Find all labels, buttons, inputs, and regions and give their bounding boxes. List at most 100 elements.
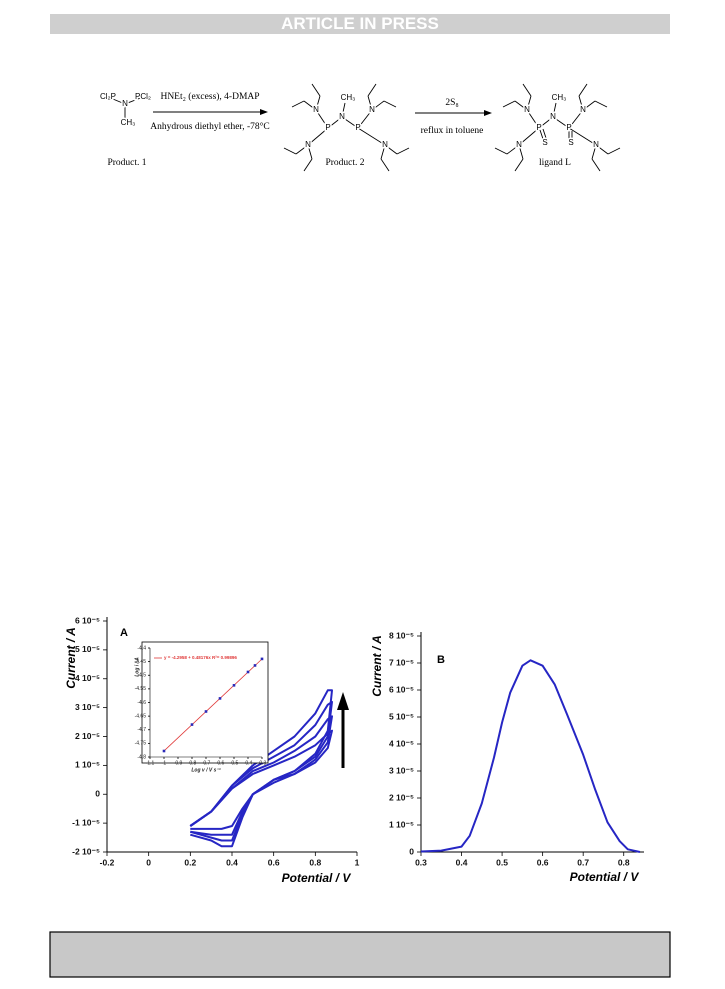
fit-line xyxy=(163,658,263,752)
bond xyxy=(371,100,385,111)
bond xyxy=(552,116,570,129)
chart: -0.2 0 0.2 0.4 0.6 0.8 1 -2 10⁻⁵ -1 10⁻⁵ 0 1 10⁻⁵ 2… xyxy=(64,615,359,885)
x-tick-label: -1 xyxy=(162,760,167,766)
x-tick-label: 0.2 xyxy=(184,857,196,867)
bond xyxy=(578,83,588,97)
bond xyxy=(311,83,321,97)
bond xyxy=(506,144,520,155)
reaction-scheme: HNEt₂ (excess), 4-DMAP Anhydrous diethyl… xyxy=(107,91,571,168)
atom-label: N xyxy=(339,112,345,121)
y-tick-label: 0 xyxy=(409,846,414,856)
x-tick-label: -0.2 xyxy=(100,857,115,867)
condition: reflux in toluene xyxy=(421,125,484,136)
bond xyxy=(384,144,398,155)
y-tick-label: 5 10⁻⁵ xyxy=(75,644,100,654)
bond xyxy=(383,100,397,108)
data-point xyxy=(232,684,236,687)
y-tick-label: -4.4 xyxy=(137,645,146,651)
bond xyxy=(568,127,597,146)
chart: 0.3 0.4 0.5 0.6 0.7 0.8 0 1 10⁻⁵ 2 10⁻⁵ 3 10⁻⁵ 4 1… xyxy=(370,630,644,884)
y-tick-label: 4 10⁻⁵ xyxy=(389,738,414,748)
atom-label: N xyxy=(369,105,375,114)
atom-label: N xyxy=(593,140,599,149)
y-tick-label: -1 10⁻⁵ xyxy=(72,817,100,827)
arrow-indicator xyxy=(337,692,349,768)
atom-label: N xyxy=(313,105,319,114)
data-point xyxy=(260,657,264,661)
atom-label: PCl₂ xyxy=(135,92,151,101)
y-tick-label: 1 10⁻⁵ xyxy=(75,760,100,770)
atom-label: P xyxy=(325,123,330,132)
x-tick-label: 0.5 xyxy=(496,857,508,867)
data-line xyxy=(189,729,333,830)
arrow-head xyxy=(337,692,349,710)
bond xyxy=(582,100,596,111)
y-axis-title: Current / A xyxy=(64,627,78,689)
data-point xyxy=(246,670,250,674)
x-tick-label: -0.7 xyxy=(202,760,211,766)
x-tick-label: 0.6 xyxy=(537,857,549,867)
y-tick-label: 0 xyxy=(95,789,100,799)
y-tick-label: 2 10⁻⁵ xyxy=(75,731,100,741)
bond xyxy=(327,116,343,129)
x-tick-label: 0.6 xyxy=(268,857,280,867)
bond xyxy=(494,147,508,155)
bond xyxy=(591,158,601,172)
y-tick-label: 3 10⁻⁵ xyxy=(389,765,414,775)
atom-label: CH₃ xyxy=(121,118,136,127)
data-point xyxy=(253,664,257,667)
atom-label: S xyxy=(542,138,547,147)
y-tick-label: -4.45 xyxy=(135,659,147,665)
y-tick-label: -4.8 xyxy=(137,754,146,760)
y-tick-label: -4.55 xyxy=(135,686,147,692)
bond xyxy=(295,144,309,155)
bond xyxy=(552,102,557,118)
bond xyxy=(594,100,608,108)
x-tick-label: 0 xyxy=(146,857,151,867)
atom-label: P xyxy=(355,123,360,132)
atom-label: CH₃ xyxy=(552,93,567,102)
y-tick-label: 5 10⁻⁵ xyxy=(389,711,414,721)
y-tick-label: 2 10⁻⁵ xyxy=(389,792,414,802)
x-tick-label: 0.7 xyxy=(577,857,589,867)
bond xyxy=(522,83,532,97)
footer-box xyxy=(49,931,671,978)
bond xyxy=(542,128,547,139)
compound-name: Product. 1 xyxy=(107,158,146,168)
atom-label: N xyxy=(382,140,388,149)
inset-chart: -1.1 -1 -0.9 -0.8 -0.7 -0.6 -0.5 -0.4 -0.3 -4.8 -4… xyxy=(134,641,269,773)
panel-label: A xyxy=(120,627,128,639)
bond xyxy=(124,96,144,105)
bond xyxy=(107,96,126,105)
bond xyxy=(380,144,386,160)
bond xyxy=(291,100,305,108)
bond xyxy=(514,100,528,111)
atom-label: Cl₂P xyxy=(100,92,116,101)
atom-label: N xyxy=(305,140,311,149)
x-axis-title: Potential / V xyxy=(570,870,640,884)
atom-label: N xyxy=(550,112,556,121)
x-tick-label: 0.4 xyxy=(226,857,238,867)
atom-label: N xyxy=(580,105,586,114)
y-tick-label: 6 10⁻⁵ xyxy=(75,615,100,625)
bond xyxy=(518,127,540,146)
bond xyxy=(367,83,377,97)
bond xyxy=(341,116,359,129)
reagent: 2S₈ xyxy=(445,98,458,108)
bond xyxy=(315,95,321,111)
bond xyxy=(357,127,386,146)
y-tick-label: 4 10⁻⁵ xyxy=(75,673,100,683)
bond xyxy=(518,144,524,160)
data-point xyxy=(218,697,222,700)
bond xyxy=(303,158,313,172)
bond xyxy=(396,147,410,155)
arrow-head xyxy=(260,109,268,115)
y-tick-label: -4.7 xyxy=(137,727,146,733)
y-tick-label: 1 10⁻⁵ xyxy=(389,819,414,829)
fit-equation: y = -4.2958 + 0.48176x R²= 0.99896 xyxy=(164,655,237,660)
bond xyxy=(315,109,329,129)
x-tick-label: -0.3 xyxy=(258,760,267,766)
compound-name: Product. 2 xyxy=(325,158,364,168)
atom-label: N xyxy=(524,105,530,114)
